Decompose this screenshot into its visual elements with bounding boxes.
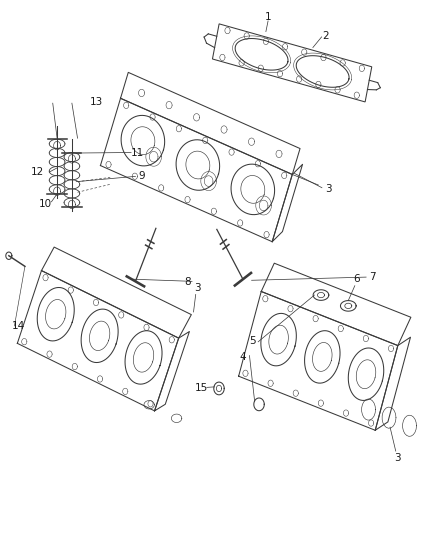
Text: 4: 4: [240, 352, 246, 361]
Text: 15: 15: [195, 383, 208, 393]
Text: 11: 11: [131, 148, 144, 158]
Text: 12: 12: [31, 167, 44, 177]
Text: 3: 3: [325, 184, 331, 195]
Text: 3: 3: [194, 283, 200, 293]
Text: 7: 7: [369, 272, 375, 282]
Text: 10: 10: [39, 199, 52, 209]
Text: 1: 1: [265, 12, 272, 22]
Text: 8: 8: [184, 277, 191, 287]
Text: 2: 2: [322, 31, 328, 41]
Text: 14: 14: [12, 321, 25, 331]
Text: 3: 3: [394, 453, 401, 463]
Text: 13: 13: [90, 97, 103, 107]
Text: 6: 6: [353, 274, 360, 285]
Text: 9: 9: [138, 172, 145, 181]
Text: 5: 5: [250, 336, 256, 346]
